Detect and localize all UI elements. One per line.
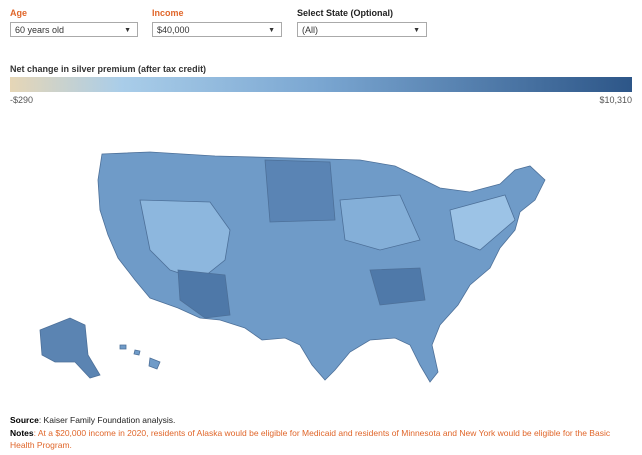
filter-label: Income [152, 8, 184, 18]
dropdown[interactable]: 60 years old ▼ [10, 22, 138, 37]
hawaii[interactable] [119, 344, 161, 370]
legend-min: -$290 [10, 95, 34, 105]
source-label: Source [10, 415, 39, 425]
dropdown[interactable]: $40,000 ▼ [152, 22, 282, 37]
region-southwest [177, 269, 231, 319]
filter-label: Age [10, 8, 28, 18]
dropdown-value: 60 years old [15, 25, 65, 35]
source: Source: Kaiser Family Foundation analysi… [10, 414, 630, 426]
dropdown-arrow: ▼ [413, 27, 420, 34]
dropdown-arrow: ▼ [124, 27, 131, 34]
region-south [369, 267, 426, 306]
dropdown-value: $40,000 [157, 25, 190, 35]
legend-gradient [10, 77, 632, 92]
notes: Notes: At a $20,000 income in 2020, resi… [10, 427, 630, 451]
region-midwest [339, 194, 421, 251]
region-northeast [449, 194, 516, 251]
dropdown-arrow: ▼ [268, 27, 275, 34]
legend-max: $10,310 [599, 95, 632, 105]
region-plains [264, 159, 336, 223]
notes-label: Notes [10, 428, 34, 438]
notes-text: : At a $20,000 income in 2020, residents… [10, 428, 611, 450]
alaska[interactable] [39, 317, 101, 379]
map[interactable] [0, 140, 642, 390]
legend-title: Net change in silver premium (after tax … [10, 64, 207, 74]
dropdown-value: (All) [302, 25, 318, 35]
dropdown[interactable]: (All) ▼ [297, 22, 427, 37]
filter-label: Select State (Optional) [297, 8, 394, 18]
source-text: : Kaiser Family Foundation analysis. [38, 415, 176, 425]
region-west [139, 199, 231, 281]
